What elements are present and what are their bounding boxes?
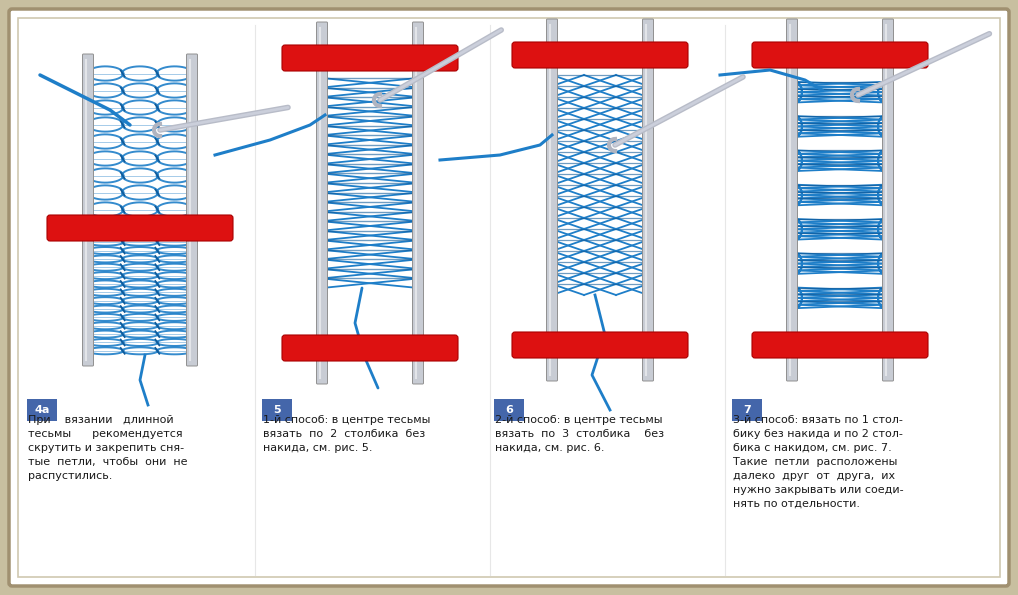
Text: 5: 5 [273, 405, 281, 415]
FancyBboxPatch shape [47, 215, 233, 241]
FancyBboxPatch shape [282, 335, 458, 361]
FancyBboxPatch shape [642, 19, 654, 381]
FancyBboxPatch shape [9, 9, 1009, 586]
FancyBboxPatch shape [262, 399, 292, 421]
Text: 3-й способ: вязать по 1 стол-
бику без накида и по 2 стол-
бика с накидом, см. р: 3-й способ: вязать по 1 стол- бику без н… [733, 415, 904, 509]
FancyBboxPatch shape [82, 54, 94, 366]
FancyBboxPatch shape [732, 399, 762, 421]
Text: 4a: 4a [35, 405, 50, 415]
FancyBboxPatch shape [787, 19, 797, 381]
FancyBboxPatch shape [512, 42, 688, 68]
FancyBboxPatch shape [752, 42, 928, 68]
FancyBboxPatch shape [547, 19, 558, 381]
FancyBboxPatch shape [512, 332, 688, 358]
Text: 7: 7 [743, 405, 751, 415]
FancyBboxPatch shape [27, 399, 57, 421]
Text: 1-й способ: в центре тесьмы
вязать  по  2  столбика  без
накида, см. рис. 5.: 1-й способ: в центре тесьмы вязать по 2 … [263, 415, 431, 453]
FancyBboxPatch shape [494, 399, 524, 421]
Text: При    вязании   длинной
тесьмы      рекомендуется
скрутить и закрепить сня-
тые: При вязании длинной тесьмы рекомендуется… [29, 415, 187, 481]
Text: 2-й способ: в центре тесьмы
вязать  по  3  столбика    без
накида, см. рис. 6.: 2-й способ: в центре тесьмы вязать по 3 … [495, 415, 664, 453]
FancyBboxPatch shape [317, 22, 328, 384]
Text: 6: 6 [505, 405, 513, 415]
FancyBboxPatch shape [186, 54, 197, 366]
FancyBboxPatch shape [883, 19, 894, 381]
FancyBboxPatch shape [282, 45, 458, 71]
FancyBboxPatch shape [752, 332, 928, 358]
FancyBboxPatch shape [412, 22, 423, 384]
